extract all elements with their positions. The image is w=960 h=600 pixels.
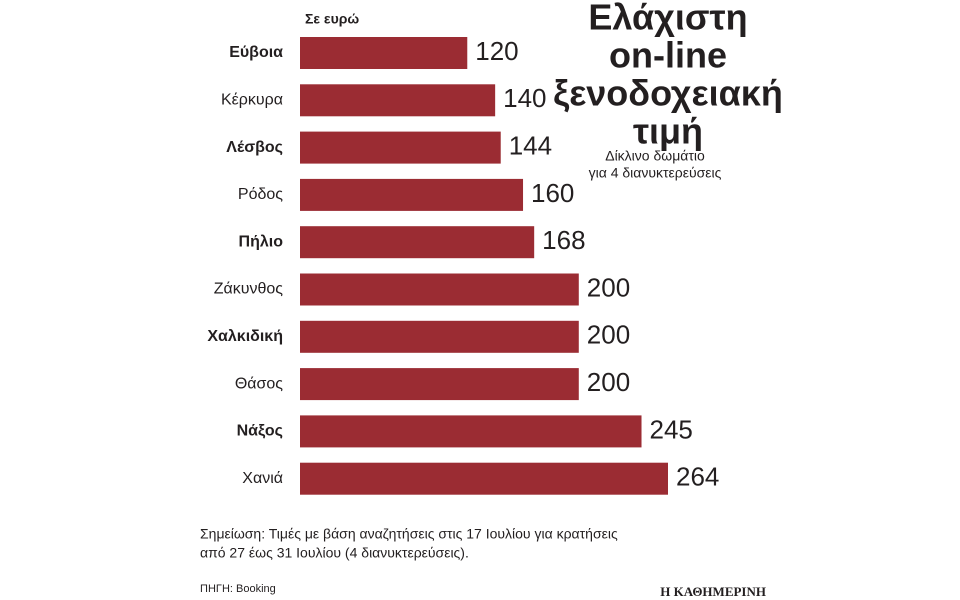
category-label: Χανιά [242,470,283,487]
note: Σημείωση: Τιμές με βάση αναζητήσεις στις… [200,526,618,542]
category-label: Εύβοια [229,44,283,61]
category-label: Λέσβος [226,139,283,156]
value-label: 160 [531,178,574,208]
category-label: Θάσος [235,375,283,392]
bar [300,368,579,401]
note: από 27 έως 31 Ιουλίου (4 διανυκτερεύσεις… [200,545,469,561]
brand: Η ΚΑΘΗΜΕΡΙΝΗ [660,584,766,599]
bar [300,462,668,495]
value-label: 200 [587,367,630,397]
bar [300,273,579,306]
value-label: 140 [503,83,546,113]
bar [300,226,535,259]
category-label: Κέρκυρα [221,92,283,109]
category-label: Πήλιο [239,233,284,250]
bar [300,320,579,353]
value-label: 200 [587,320,630,350]
category-label: Ζάκυνθος [214,281,284,298]
value-label: 168 [542,225,585,255]
chart-title: Ελάχιστη [588,0,747,38]
value-label: 120 [475,36,518,66]
unit-label: Σε ευρώ [305,11,359,27]
category-label: Ρόδος [238,186,283,203]
subtitle: Δίκλινο δωμάτιο [605,148,705,164]
value-label: 144 [509,130,552,160]
chart-title: on-line [609,35,727,76]
category-label: Χαλκιδική [207,328,283,345]
subtitle: για 4 διανυκτερεύσεις [589,165,722,181]
chart-title: τιμή [633,111,703,152]
value-label: 245 [650,414,693,444]
bar [300,415,642,448]
bar [300,37,468,69]
chart-title: ξενοδοχειακή [553,73,783,114]
category-label: Νάξος [237,423,283,440]
bar [300,84,496,117]
bar [300,178,524,211]
value-label: 264 [676,462,719,492]
value-label: 200 [587,272,630,302]
source: ΠΗΓΗ: Booking [200,583,276,595]
bar [300,131,501,164]
